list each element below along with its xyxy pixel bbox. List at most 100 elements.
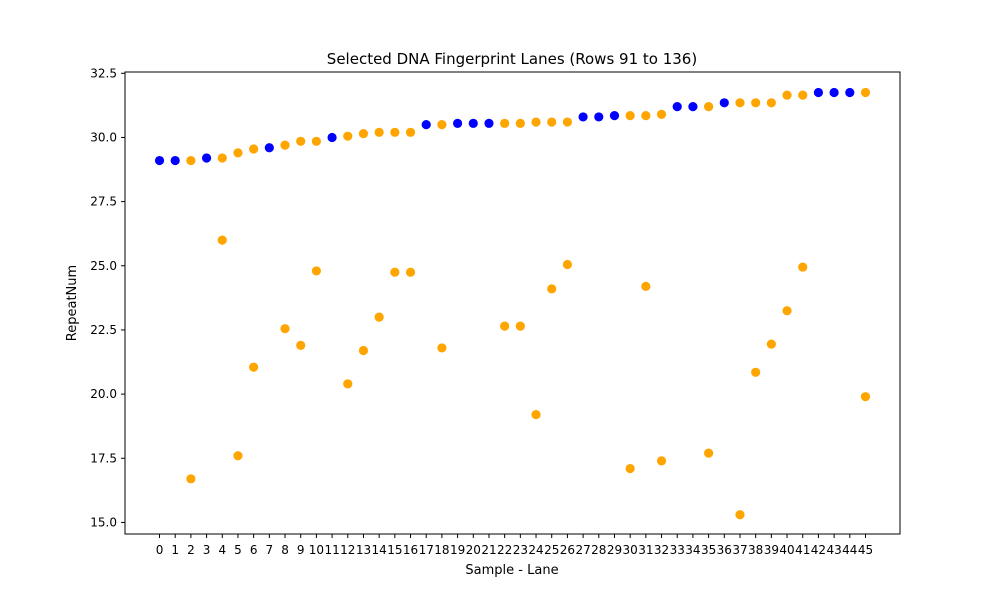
data-point-orange bbox=[405, 127, 416, 137]
data-point-orange bbox=[233, 451, 243, 461]
data-point-orange bbox=[751, 367, 761, 377]
data-point-orange bbox=[437, 120, 447, 130]
data-point-blue bbox=[154, 155, 165, 166]
data-point-orange bbox=[798, 262, 808, 272]
data-point-blue bbox=[688, 102, 698, 112]
data-point-orange bbox=[547, 117, 557, 127]
data-point-blue bbox=[170, 155, 180, 166]
data-points bbox=[154, 87, 871, 520]
y-tick-label: 32.5 bbox=[90, 66, 117, 80]
x-tick-label: 8 bbox=[281, 543, 289, 557]
x-tick-label: 10 bbox=[309, 543, 324, 557]
data-point-orange bbox=[311, 136, 321, 146]
data-point-orange bbox=[217, 153, 227, 163]
x-tick-label: 20 bbox=[466, 543, 481, 557]
x-tick-label: 6 bbox=[250, 543, 258, 557]
x-tick-label: 24 bbox=[528, 543, 543, 557]
y-axis: 15.0 17.5 20.0 22.5 25.0 27.5 30.0 32.5 bbox=[90, 66, 125, 529]
data-point-blue bbox=[829, 87, 839, 98]
data-point-blue bbox=[468, 118, 478, 128]
x-tick-label: 17 bbox=[419, 543, 434, 557]
data-point-blue bbox=[813, 87, 824, 98]
x-tick-label: 32 bbox=[654, 543, 669, 557]
data-point-orange bbox=[311, 266, 321, 276]
data-point-orange bbox=[515, 118, 525, 128]
x-tick-label: 0 bbox=[156, 543, 164, 557]
data-point-orange bbox=[437, 343, 447, 353]
data-point-orange bbox=[656, 109, 667, 119]
y-tick-label: 30.0 bbox=[90, 130, 117, 144]
data-point-blue bbox=[421, 120, 431, 130]
y-tick-label: 15.0 bbox=[90, 515, 117, 529]
x-tick-label: 43 bbox=[826, 543, 841, 557]
data-point-orange bbox=[735, 98, 745, 108]
data-point-blue bbox=[594, 112, 604, 122]
data-point-orange bbox=[860, 392, 871, 402]
data-point-orange bbox=[782, 90, 792, 100]
data-point-orange bbox=[656, 456, 667, 466]
data-point-orange bbox=[641, 111, 651, 121]
x-tick-label: 16 bbox=[403, 543, 418, 557]
x-axis-label: Sample - Lane bbox=[465, 563, 558, 578]
data-point-orange bbox=[217, 235, 227, 245]
x-tick-label: 33 bbox=[670, 543, 685, 557]
x-tick-label: 19 bbox=[450, 543, 465, 557]
data-point-orange bbox=[500, 321, 510, 331]
data-point-blue bbox=[672, 102, 682, 112]
x-tick-label: 15 bbox=[387, 543, 402, 557]
data-point-orange bbox=[249, 144, 259, 154]
x-tick-label: 40 bbox=[779, 543, 794, 557]
x-tick-label: 9 bbox=[297, 543, 305, 557]
data-point-orange bbox=[390, 127, 400, 137]
x-tick-label: 18 bbox=[434, 543, 449, 557]
data-point-orange bbox=[343, 379, 353, 389]
x-tick-label: 44 bbox=[842, 543, 857, 557]
x-tick-label: 38 bbox=[748, 543, 763, 557]
x-tick-label: 4 bbox=[218, 543, 226, 557]
data-point-orange bbox=[374, 312, 384, 322]
x-tick-label: 45 bbox=[858, 543, 873, 557]
data-point-orange bbox=[280, 140, 290, 150]
y-tick-label: 22.5 bbox=[90, 323, 117, 337]
x-tick-label: 34 bbox=[685, 543, 700, 557]
x-tick-label: 26 bbox=[560, 543, 575, 557]
x-tick-label: 22 bbox=[497, 543, 512, 557]
x-tick-label: 41 bbox=[795, 543, 810, 557]
data-point-orange bbox=[515, 321, 525, 331]
data-point-orange bbox=[280, 324, 290, 334]
x-tick-label: 5 bbox=[234, 543, 242, 557]
x-tick-label: 30 bbox=[623, 543, 638, 557]
data-point-orange bbox=[751, 98, 761, 108]
x-tick-label: 12 bbox=[340, 543, 355, 557]
data-point-blue bbox=[264, 143, 274, 153]
data-point-blue bbox=[609, 111, 620, 121]
data-point-orange bbox=[296, 340, 306, 350]
data-point-orange bbox=[704, 448, 714, 458]
data-point-orange bbox=[296, 136, 306, 146]
data-point-orange bbox=[343, 131, 353, 141]
x-tick-label: 39 bbox=[764, 543, 779, 557]
data-point-orange bbox=[531, 117, 541, 127]
data-point-orange bbox=[625, 463, 635, 474]
x-tick-label: 14 bbox=[372, 543, 387, 557]
x-tick-label: 27 bbox=[575, 543, 590, 557]
data-point-orange bbox=[405, 267, 416, 277]
y-axis-label: RepeatNum bbox=[65, 265, 80, 341]
data-point-orange bbox=[374, 127, 384, 137]
data-point-orange bbox=[562, 259, 573, 270]
data-point-orange bbox=[186, 474, 196, 484]
data-point-orange bbox=[641, 281, 651, 291]
data-point-orange bbox=[782, 306, 792, 316]
x-tick-label: 21 bbox=[481, 543, 496, 557]
x-tick-label: 7 bbox=[266, 543, 274, 557]
data-point-orange bbox=[186, 155, 196, 166]
data-point-orange bbox=[860, 87, 871, 98]
data-point-orange bbox=[358, 129, 369, 139]
data-point-orange bbox=[249, 362, 259, 372]
y-tick-label: 25.0 bbox=[90, 259, 117, 273]
x-tick-label: 35 bbox=[701, 543, 716, 557]
data-point-orange bbox=[547, 284, 557, 294]
plot-frame bbox=[124, 71, 901, 535]
data-point-orange bbox=[500, 118, 510, 128]
